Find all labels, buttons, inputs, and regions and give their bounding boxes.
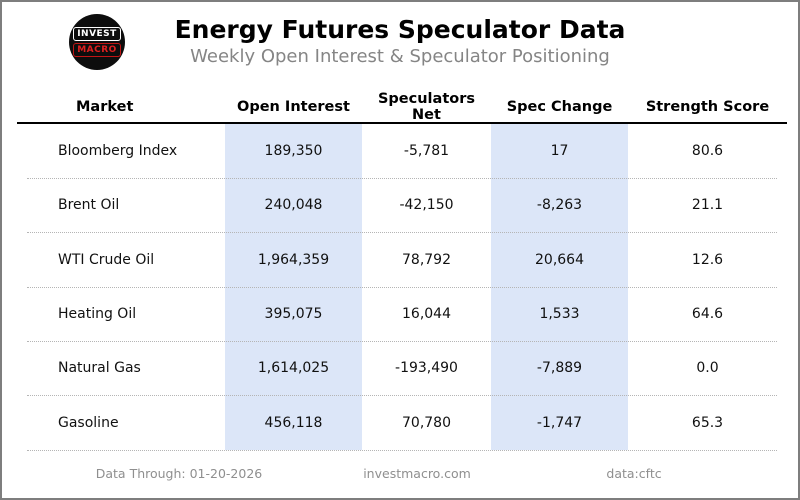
footer-data-through: Data Through: 01-20-2026 — [95, 466, 263, 481]
column-header-strength-score: Strength Score — [645, 98, 770, 115]
footer-source: data:cftc — [606, 466, 662, 481]
logo-text-invest: INVEST — [73, 27, 121, 41]
cell-spec-change: 17 — [550, 143, 569, 160]
table-body: Bloomberg Index 189,350 -5,781 17 80.6 B… — [58, 124, 787, 450]
table-row: Natural Gas 1,614,025 -193,490 -7,889 0.… — [58, 341, 787, 395]
row-divider — [27, 450, 777, 451]
cell-strength-score: 64.6 — [691, 306, 724, 323]
cell-strength-score: 12.6 — [691, 251, 724, 268]
cell-open-interest: 1,614,025 — [257, 360, 330, 377]
column-header-market: Market — [76, 98, 134, 115]
cell-speculators-net: -193,490 — [395, 360, 458, 377]
investmacro-logo-icon: INVEST MACRO — [69, 14, 125, 70]
cell-open-interest: 1,964,359 — [257, 251, 330, 268]
table-row: Heating Oil 395,075 16,044 1,533 64.6 — [58, 287, 787, 341]
cell-open-interest: 395,075 — [264, 306, 323, 323]
cell-open-interest: 456,118 — [264, 414, 323, 431]
table-row: Bloomberg Index 189,350 -5,781 17 80.6 — [58, 124, 787, 178]
row-divider — [27, 178, 777, 179]
cell-market: WTI Crude Oil — [58, 251, 155, 268]
column-header-speculators-net: Speculators Net — [377, 90, 475, 123]
cell-market: Gasoline — [58, 414, 119, 431]
table-row: Gasoline 456,118 70,780 -1,747 65.3 — [58, 396, 787, 450]
cell-open-interest: 189,350 — [264, 143, 323, 160]
cell-speculators-net: -5,781 — [403, 143, 450, 160]
logo-text-macro: MACRO — [73, 43, 121, 57]
table-row: Brent Oil 240,048 -42,150 -8,263 21.1 — [58, 178, 787, 232]
cell-speculators-net: 16,044 — [402, 306, 451, 323]
cell-spec-change: -7,889 — [536, 360, 583, 377]
cell-speculators-net: 70,780 — [402, 414, 451, 431]
row-divider — [27, 286, 777, 288]
footer-website: investmacro.com — [363, 466, 471, 481]
cell-strength-score: 65.3 — [691, 414, 724, 431]
cell-spec-change: -8,263 — [536, 197, 583, 214]
cell-spec-change: 20,664 — [535, 251, 584, 268]
page-title: Energy Futures Speculator Data — [174, 15, 626, 44]
cell-speculators-net: 78,792 — [402, 251, 451, 268]
page-subtitle: Weekly Open Interest & Speculator Positi… — [190, 46, 610, 67]
cell-spec-change: 1,533 — [539, 306, 580, 323]
table-row: WTI Crude Oil 1,964,359 78,792 20,664 12… — [58, 233, 787, 287]
cell-spec-change: -1,747 — [536, 414, 583, 431]
row-divider — [27, 341, 777, 342]
table-header-row: Market Open Interest Speculators Net Spe… — [58, 90, 787, 123]
cell-strength-score: 0.0 — [696, 360, 719, 377]
cell-market: Heating Oil — [58, 306, 137, 323]
cell-strength-score: 21.1 — [691, 197, 724, 214]
row-divider — [27, 232, 777, 234]
row-divider — [27, 395, 777, 397]
cell-strength-score: 80.6 — [691, 143, 724, 160]
cell-market: Bloomberg Index — [58, 143, 178, 160]
column-header-open-interest: Open Interest — [237, 98, 350, 115]
header-divider — [17, 122, 787, 124]
cell-speculators-net: -42,150 — [399, 197, 454, 214]
column-header-spec-change: Spec Change — [506, 98, 613, 115]
cell-market: Natural Gas — [58, 360, 141, 377]
cell-open-interest: 240,048 — [264, 197, 323, 214]
cell-market: Brent Oil — [58, 197, 120, 214]
